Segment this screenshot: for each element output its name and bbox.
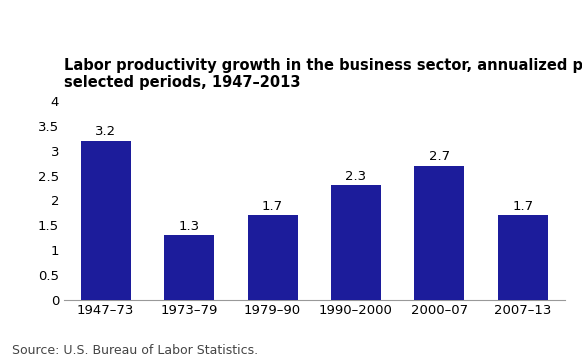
Bar (498, 215, 548, 300)
Bar (164, 235, 214, 300)
Text: 1.3: 1.3 (179, 219, 200, 232)
Text: 2.7: 2.7 (429, 150, 450, 163)
Bar (414, 166, 464, 300)
Bar (331, 186, 381, 300)
Text: 1.7: 1.7 (262, 200, 283, 213)
Bar (247, 215, 297, 300)
Text: 2.3: 2.3 (346, 170, 367, 183)
Text: Source: U.S. Bureau of Labor Statistics.: Source: U.S. Bureau of Labor Statistics. (12, 344, 258, 357)
Text: 3.2: 3.2 (95, 125, 116, 138)
Text: 1.7: 1.7 (512, 200, 533, 213)
Text: Labor productivity growth in the business sector, annualized percent changes for: Labor productivity growth in the busines… (64, 58, 582, 90)
Bar (81, 141, 131, 300)
